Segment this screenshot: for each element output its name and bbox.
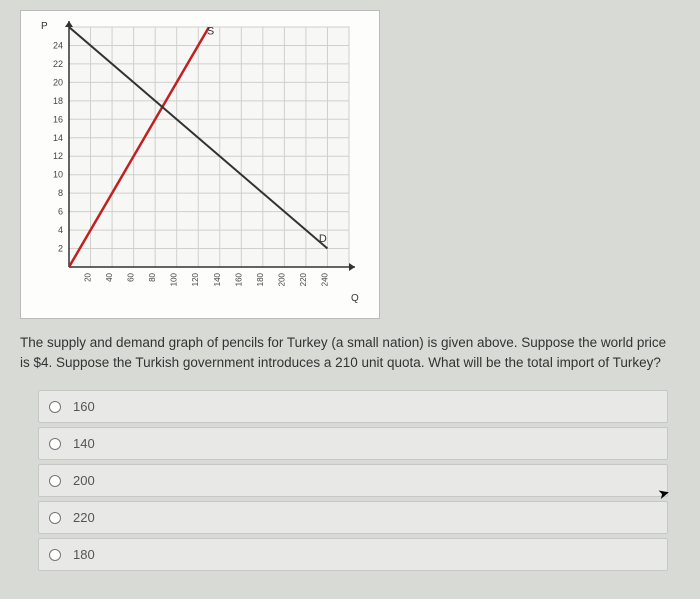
option-label: 180 — [73, 547, 95, 562]
svg-text:20: 20 — [84, 272, 93, 281]
svg-text:14: 14 — [53, 133, 63, 143]
svg-text:20: 20 — [53, 77, 63, 87]
svg-text:2: 2 — [58, 244, 63, 254]
svg-text:80: 80 — [148, 272, 157, 281]
supply-demand-chart: 2468101214161820222420406080100120140160… — [20, 10, 380, 319]
svg-text:22: 22 — [53, 59, 63, 69]
svg-text:40: 40 — [105, 272, 114, 281]
option-label: 140 — [73, 436, 95, 451]
svg-text:10: 10 — [53, 170, 63, 180]
question-text: The supply and demand graph of pencils f… — [20, 333, 680, 372]
svg-text:120: 120 — [191, 272, 200, 286]
option-radio[interactable] — [49, 512, 61, 524]
option-label: 200 — [73, 473, 95, 488]
svg-text:60: 60 — [127, 272, 136, 281]
svg-text:220: 220 — [299, 272, 308, 286]
option-radio[interactable] — [49, 438, 61, 450]
option-row[interactable]: 140 — [38, 427, 668, 460]
svg-text:100: 100 — [170, 272, 179, 286]
svg-text:18: 18 — [53, 96, 63, 106]
svg-text:P: P — [41, 21, 48, 32]
option-radio[interactable] — [49, 475, 61, 487]
option-label: 160 — [73, 399, 95, 414]
svg-text:8: 8 — [58, 188, 63, 198]
svg-text:16: 16 — [53, 114, 63, 124]
options-list: 160 140 200 220 180 — [20, 390, 680, 571]
svg-text:12: 12 — [53, 151, 63, 161]
chart-svg: 2468101214161820222420406080100120140160… — [27, 17, 367, 307]
svg-text:200: 200 — [277, 272, 286, 286]
svg-text:S: S — [207, 25, 214, 37]
option-label: 220 — [73, 510, 95, 525]
svg-text:240: 240 — [320, 272, 329, 286]
svg-text:180: 180 — [256, 272, 265, 286]
svg-text:160: 160 — [234, 272, 243, 286]
option-radio[interactable] — [49, 549, 61, 561]
svg-text:D: D — [319, 233, 327, 245]
option-row[interactable]: 180 — [38, 538, 668, 571]
svg-text:6: 6 — [58, 207, 63, 217]
svg-text:Q: Q — [351, 293, 359, 304]
svg-text:140: 140 — [213, 272, 222, 286]
svg-text:24: 24 — [53, 40, 63, 50]
option-row[interactable]: 160 — [38, 390, 668, 423]
option-radio[interactable] — [49, 401, 61, 413]
svg-text:4: 4 — [58, 225, 63, 235]
option-row[interactable]: 200 — [38, 464, 668, 497]
option-row[interactable]: 220 — [38, 501, 668, 534]
